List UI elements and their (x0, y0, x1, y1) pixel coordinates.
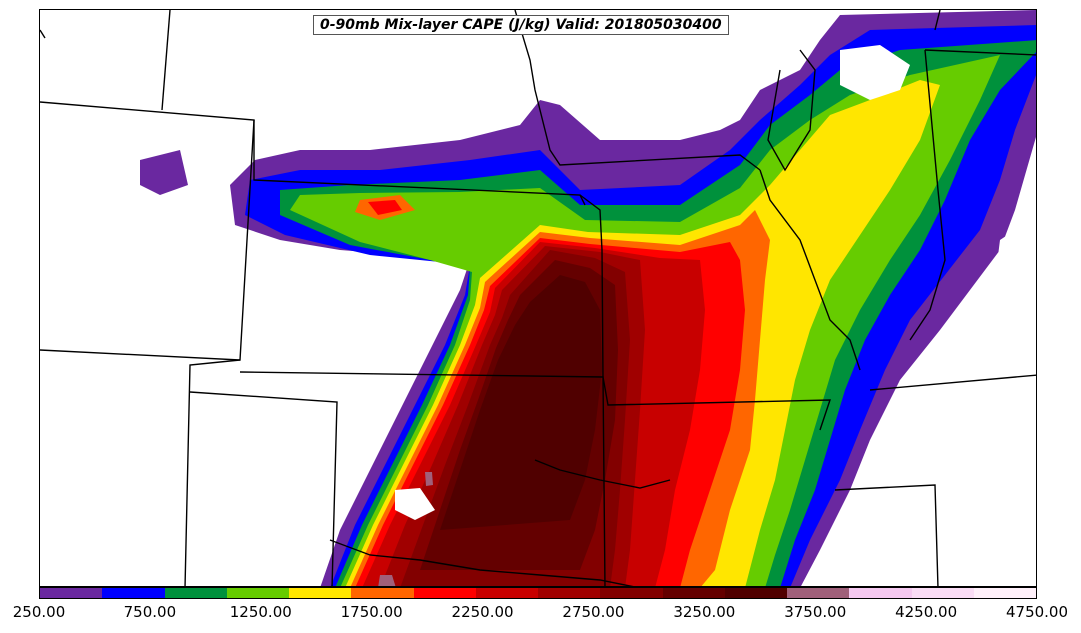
cape-band-3250 (440, 275, 602, 530)
colorbar-segment (289, 588, 352, 598)
colorbar-segment (164, 588, 227, 598)
colorbar (39, 587, 1037, 599)
colorbar-segment (413, 588, 476, 598)
colorbar-tick-label: 3750.00 (784, 603, 847, 621)
colorbar-tick-label: 3250.00 (673, 603, 736, 621)
colorbar-segment (911, 588, 974, 598)
colorbar-tick-label: 2250.00 (451, 603, 514, 621)
cape-band-250b (140, 150, 188, 195)
cape-map (40, 10, 1036, 586)
colorbar-segment (787, 588, 850, 598)
cape-band-2000b (368, 200, 402, 215)
cape-band-3750 (378, 575, 396, 586)
colorbar-tick-label: 1250.00 (229, 603, 292, 621)
cape-band-3750b (425, 472, 433, 486)
colorbar-tick-label: 250.00 (12, 603, 66, 621)
colorbar-tick-label: 4750.00 (1005, 603, 1069, 621)
cape-hole-3 (995, 212, 1036, 295)
colorbar-tick-label: 2750.00 (562, 603, 625, 621)
colorbar-segment (538, 588, 601, 598)
colorbar-segment (600, 588, 663, 598)
cape-hole (840, 45, 910, 100)
map-panel (39, 9, 1037, 587)
colorbar-tick-label: 4250.00 (895, 603, 958, 621)
colorbar-segment (475, 588, 538, 598)
colorbar-segment (40, 588, 103, 598)
colorbar-tick-label: 1750.00 (340, 603, 403, 621)
political-boundaries (40, 10, 1036, 586)
cape-hole-2 (395, 488, 435, 520)
colorbar-tick-label: 750.00 (123, 603, 177, 621)
colorbar-segment (102, 588, 165, 598)
colorbar-segment (849, 588, 912, 598)
map-title: 0-90mb Mix-layer CAPE (J/kg) Valid: 2018… (313, 15, 729, 35)
colorbar-segment (724, 588, 787, 598)
colorbar-segment (351, 588, 414, 598)
colorbar-segment (973, 588, 1036, 598)
colorbar-segment (662, 588, 725, 598)
cape-fill-layers (140, 10, 1036, 586)
colorbar-segment (226, 588, 289, 598)
